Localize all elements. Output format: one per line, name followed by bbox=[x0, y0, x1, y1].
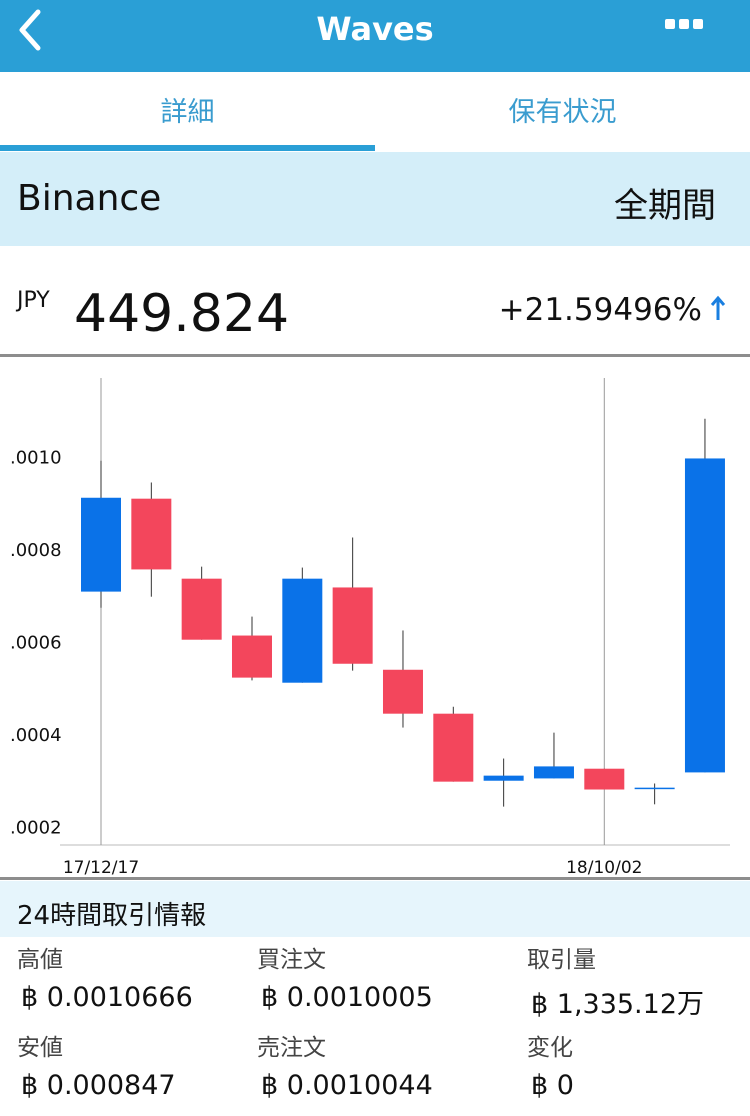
info-label: 高値 bbox=[17, 947, 63, 973]
info-label: 売注文 bbox=[257, 1035, 326, 1061]
info-label: 買注文 bbox=[257, 947, 326, 973]
candle-body bbox=[684, 458, 725, 773]
candle-body bbox=[634, 787, 675, 790]
info-value: ฿ 0.000847 bbox=[21, 1070, 176, 1101]
candle-body bbox=[533, 766, 574, 779]
y-tick-label: .0008 bbox=[10, 540, 62, 561]
candle-body bbox=[433, 713, 474, 782]
nav-bar: Waves bbox=[0, 0, 750, 72]
candlestick-chart: .0002 .0004 .0006 .0008 .0010 17/12/17 18/10/0… bbox=[10, 378, 730, 878]
info-value: ฿ 0 bbox=[531, 1070, 574, 1101]
active-tab-indicator bbox=[0, 145, 375, 151]
divider bbox=[0, 877, 750, 880]
info-label: 取引量 bbox=[527, 947, 596, 973]
tab[interactable]: 詳細 bbox=[160, 97, 215, 128]
candle-body bbox=[332, 587, 373, 664]
price: 449.824 bbox=[74, 284, 290, 344]
info-label: 変化 bbox=[527, 1035, 573, 1061]
menu-button[interactable] bbox=[660, 12, 710, 42]
info-value: ฿ 0.0010666 bbox=[21, 982, 193, 1013]
divider bbox=[0, 354, 750, 357]
y-tick-label: .0010 bbox=[10, 448, 62, 469]
period-selector[interactable]: 全期間 bbox=[614, 186, 716, 226]
candle-body bbox=[131, 498, 172, 570]
exchange-name[interactable]: Binance bbox=[17, 178, 162, 219]
info-title: 24時間取引情報 bbox=[17, 901, 207, 931]
currency: JPY bbox=[17, 288, 50, 313]
candle-body bbox=[483, 775, 524, 781]
info-label: 安値 bbox=[17, 1035, 63, 1061]
up-arrow-icon bbox=[710, 295, 726, 320]
candle-body bbox=[584, 768, 625, 790]
y-tick-label: .0006 bbox=[10, 633, 62, 654]
candle-body bbox=[81, 497, 121, 592]
info-header: 24時間取引情報 bbox=[0, 881, 750, 937]
exchange-bar: Binance 全期間 bbox=[0, 152, 750, 246]
info-value: ฿ 0.0010005 bbox=[261, 982, 433, 1013]
back-button[interactable] bbox=[8, 0, 68, 72]
info-value: ฿ 0.0010044 bbox=[261, 1070, 433, 1101]
tab[interactable]: 保有状況 bbox=[508, 97, 617, 128]
candle-body bbox=[181, 578, 222, 640]
page-title: Waves bbox=[316, 10, 434, 48]
candle-body bbox=[382, 669, 423, 714]
info-value: ฿ 1,335.12万 bbox=[531, 989, 704, 1020]
y-tick-label: .0002 bbox=[10, 818, 62, 839]
x-tick-label: 18/10/02 bbox=[566, 858, 642, 878]
candle-body bbox=[231, 635, 272, 678]
tab-bar: 詳細 保有状況 bbox=[0, 72, 750, 152]
x-tick-label: 17/12/17 bbox=[63, 858, 139, 878]
price-change: +21.59496% bbox=[498, 292, 702, 328]
candle-body bbox=[282, 578, 323, 683]
y-tick-label: .0004 bbox=[10, 725, 62, 746]
